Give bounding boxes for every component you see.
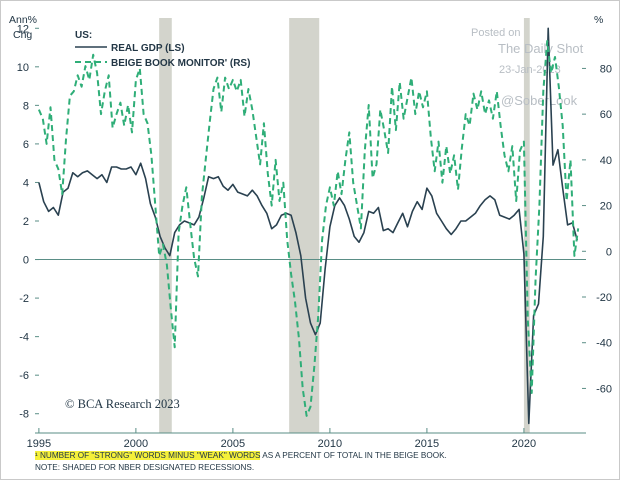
legend-beige-label: BEIGE BOOK MONITOR' (RS) (111, 58, 250, 69)
source-credit: © BCA Research 2023 (65, 397, 180, 411)
gdp-line (38, 27, 579, 425)
right-axis-unit: % (594, 14, 603, 26)
left-tick-label: -2 (19, 293, 29, 305)
left-tick-label: 4 (23, 177, 29, 189)
left-tick-label: 6 (23, 139, 29, 151)
x-tick-label: 1995 (27, 438, 51, 450)
right-tick-label: -20 (596, 292, 612, 304)
watermark: Posted on The Daily Shot 23-Jan-2023 @So… (471, 27, 584, 108)
x-tick-label: 2020 (512, 438, 536, 450)
left-axis-unit-2: Chg (13, 29, 32, 41)
left-tick-label: -8 (19, 409, 29, 421)
footnote-note: NOTE: SHADED FOR NBER DESIGNATED RECESSI… (35, 463, 255, 472)
right-tick-label: 40 (600, 155, 612, 167)
left-tick-label: 12 (17, 23, 29, 35)
right-tick-label: 20 (600, 201, 612, 213)
right-tick-label: 60 (600, 109, 612, 121)
left-tick-label: 8 (23, 100, 29, 112)
x-tick-label: 2015 (415, 438, 439, 450)
legend-gdp-label: REAL GDP (LS) (111, 43, 185, 54)
left-tick-label: -6 (19, 370, 29, 382)
recession-band-3 (523, 18, 530, 433)
watermark-line-4: @SoberLook (501, 93, 578, 108)
right-tick-label: -40 (596, 338, 612, 350)
legend-title: US: (75, 30, 92, 41)
recession-band-1 (159, 18, 172, 433)
recession-shading (159, 18, 530, 433)
right-tick-label: -60 (596, 383, 612, 395)
footnote-highlight: ¹ NUMBER OF "STRONG" WORDS MINUS "WEAK" … (35, 451, 261, 460)
beige-book-line (37, 40, 580, 417)
watermark-line-1: Posted on (471, 27, 521, 39)
series-lines (37, 27, 580, 425)
left-tick-label: 0 (23, 255, 29, 267)
x-tick-label: 2010 (318, 438, 342, 450)
footnote-1: ¹ NUMBER OF "STRONG" WORDS MINUS "WEAK" … (35, 451, 447, 460)
footnote-rest: AS A PERCENT OF TOTAL IN THE BEIGE BOOK. (260, 451, 447, 460)
left-tick-label: 10 (17, 62, 29, 74)
watermark-line-2: The Daily Shot (498, 41, 584, 56)
left-tick-label: -4 (19, 332, 29, 344)
right-tick-label: 0 (606, 246, 612, 258)
x-tick-label: 2005 (221, 438, 245, 450)
left-tick-label: 2 (23, 216, 29, 228)
x-tick-label: 2000 (124, 438, 148, 450)
left-axis-unit-1: Ann% (9, 14, 37, 26)
right-tick-label: 80 (600, 63, 612, 75)
legend: US: REAL GDP (LS) BEIGE BOOK MONITOR' (R… (75, 30, 250, 69)
